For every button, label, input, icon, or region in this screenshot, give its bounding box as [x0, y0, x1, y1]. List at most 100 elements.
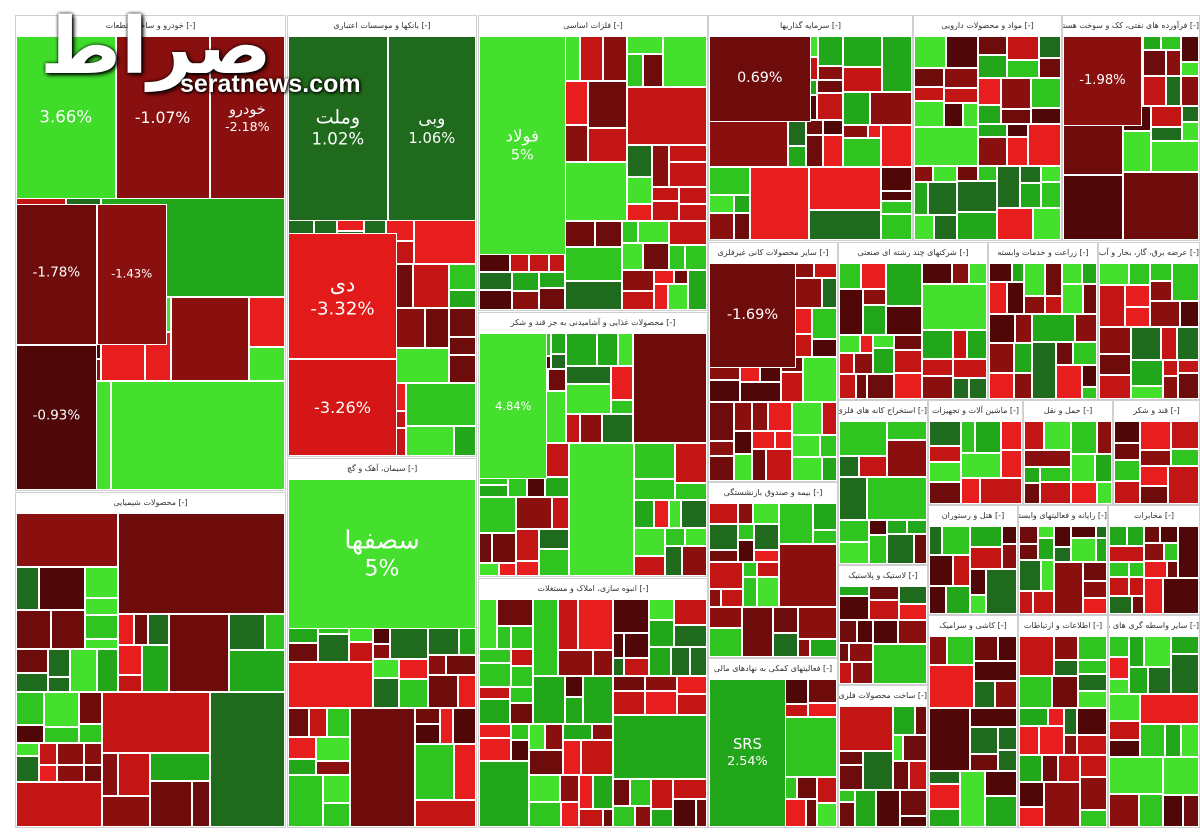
stock-tile	[696, 799, 707, 827]
stock-tile	[808, 703, 837, 717]
stock-tile	[192, 781, 210, 827]
stock-tile	[654, 270, 674, 284]
stock-tile	[929, 555, 953, 586]
stock-tile	[757, 577, 779, 607]
stock-tile	[734, 454, 752, 481]
stock-tile	[970, 595, 986, 614]
stock-tile	[899, 586, 927, 604]
stock-tile	[934, 215, 957, 240]
stock-tile	[1080, 810, 1107, 827]
stock-tile	[1181, 724, 1199, 757]
stock-tile	[479, 254, 510, 272]
stock-tile	[792, 457, 822, 481]
stock-tile	[721, 589, 743, 607]
sector-title: [-] فرآورده های نفتی، کک و سوخت هسته ای	[1063, 21, 1199, 30]
stock-tile	[449, 355, 476, 383]
stock-tile	[16, 743, 39, 756]
stock-tile	[1042, 755, 1058, 782]
stock-tile	[839, 456, 859, 477]
stock-tile: وبی 1.06%	[387, 36, 476, 221]
stock-tile	[454, 426, 476, 456]
stock-tile	[1178, 360, 1199, 373]
stock-tile	[960, 771, 985, 827]
stock-tile	[406, 426, 454, 456]
stock-tile	[881, 125, 912, 167]
stock-tile	[565, 697, 583, 724]
stock-tile	[1150, 263, 1172, 281]
stock-tile	[900, 790, 927, 816]
stock-tile	[118, 614, 134, 645]
stock-tile	[611, 366, 633, 400]
stock-tile	[1109, 577, 1129, 596]
stock-tile	[674, 270, 688, 284]
tile-label: -1.69%	[710, 306, 795, 324]
stock-tile	[479, 649, 511, 663]
sector: [-] مواد و محصولات دارویی	[913, 15, 1062, 241]
stock-tile	[649, 647, 671, 676]
stock-tile	[1114, 481, 1140, 504]
stock-tile	[1109, 679, 1129, 694]
stock-change: -2.18%	[225, 118, 270, 134]
sector-title: [-] استخراج کانه های فلزی	[839, 406, 927, 415]
stock-tile	[852, 662, 873, 684]
stock-tile	[1171, 421, 1199, 449]
stock-tile	[1099, 354, 1131, 375]
stock-tile	[563, 724, 592, 740]
stock-tile	[1024, 483, 1040, 504]
stock-tile	[1054, 562, 1083, 614]
stock-tile	[978, 55, 1007, 78]
stock-tile	[548, 369, 566, 391]
stock-symbol: دی	[329, 272, 356, 297]
stock-tile	[734, 402, 752, 431]
stock-tile: دی -3.32%	[288, 233, 398, 360]
stock-tile	[887, 534, 914, 564]
stock-tile	[1019, 807, 1044, 827]
stock-tile	[1031, 108, 1061, 124]
stock-tile	[969, 378, 987, 399]
stock-tile	[915, 706, 927, 735]
stock-tile	[581, 740, 613, 775]
stock-tile	[974, 636, 998, 661]
stock-tile	[651, 809, 673, 827]
stock-tile	[1062, 284, 1083, 314]
stock-tile	[512, 291, 539, 310]
stock-tile	[1024, 263, 1045, 296]
stock-tile	[669, 162, 707, 187]
stock-tile	[634, 500, 654, 528]
stock-tile	[1024, 421, 1044, 450]
stock-tile	[742, 607, 773, 657]
stock-tile	[44, 727, 79, 743]
stock-tile	[963, 103, 978, 127]
stock-tile	[677, 676, 707, 694]
stock-tile	[84, 765, 102, 782]
stock-tile	[798, 639, 810, 657]
stock-tile	[808, 679, 837, 703]
stock-tile	[929, 421, 961, 446]
stock-tile	[479, 761, 529, 827]
sector-title: [-] هتل و رستوران	[941, 511, 1005, 520]
stock-tile	[602, 414, 633, 443]
stock-tile	[1129, 562, 1144, 577]
stock-tile	[16, 673, 48, 692]
stock-tile	[1015, 314, 1032, 343]
stock-tile	[974, 681, 995, 708]
stock-tile	[446, 655, 476, 675]
stock-tile	[288, 708, 309, 737]
stock-tile	[985, 796, 1017, 827]
stock-tile	[171, 297, 249, 381]
stock-tile	[415, 708, 440, 724]
stock-change: -3.26%	[314, 397, 371, 417]
sector: [-] سایر واسطه گری های مالی	[1108, 615, 1200, 828]
stock-tile	[552, 497, 569, 529]
stock-tile	[839, 374, 856, 399]
stock-tile	[894, 335, 922, 350]
stock-tile	[1095, 454, 1112, 482]
stock-tile	[1163, 757, 1199, 795]
stock-tile	[738, 540, 754, 562]
stock-tile	[1056, 342, 1073, 365]
stock-tile	[839, 620, 857, 643]
sector-title: [-] رایانه و فعالیتهای وابسته	[1019, 511, 1107, 520]
tile-label: -0.93%	[17, 409, 96, 426]
stock-tile	[529, 750, 563, 775]
stock-tile	[323, 803, 350, 827]
